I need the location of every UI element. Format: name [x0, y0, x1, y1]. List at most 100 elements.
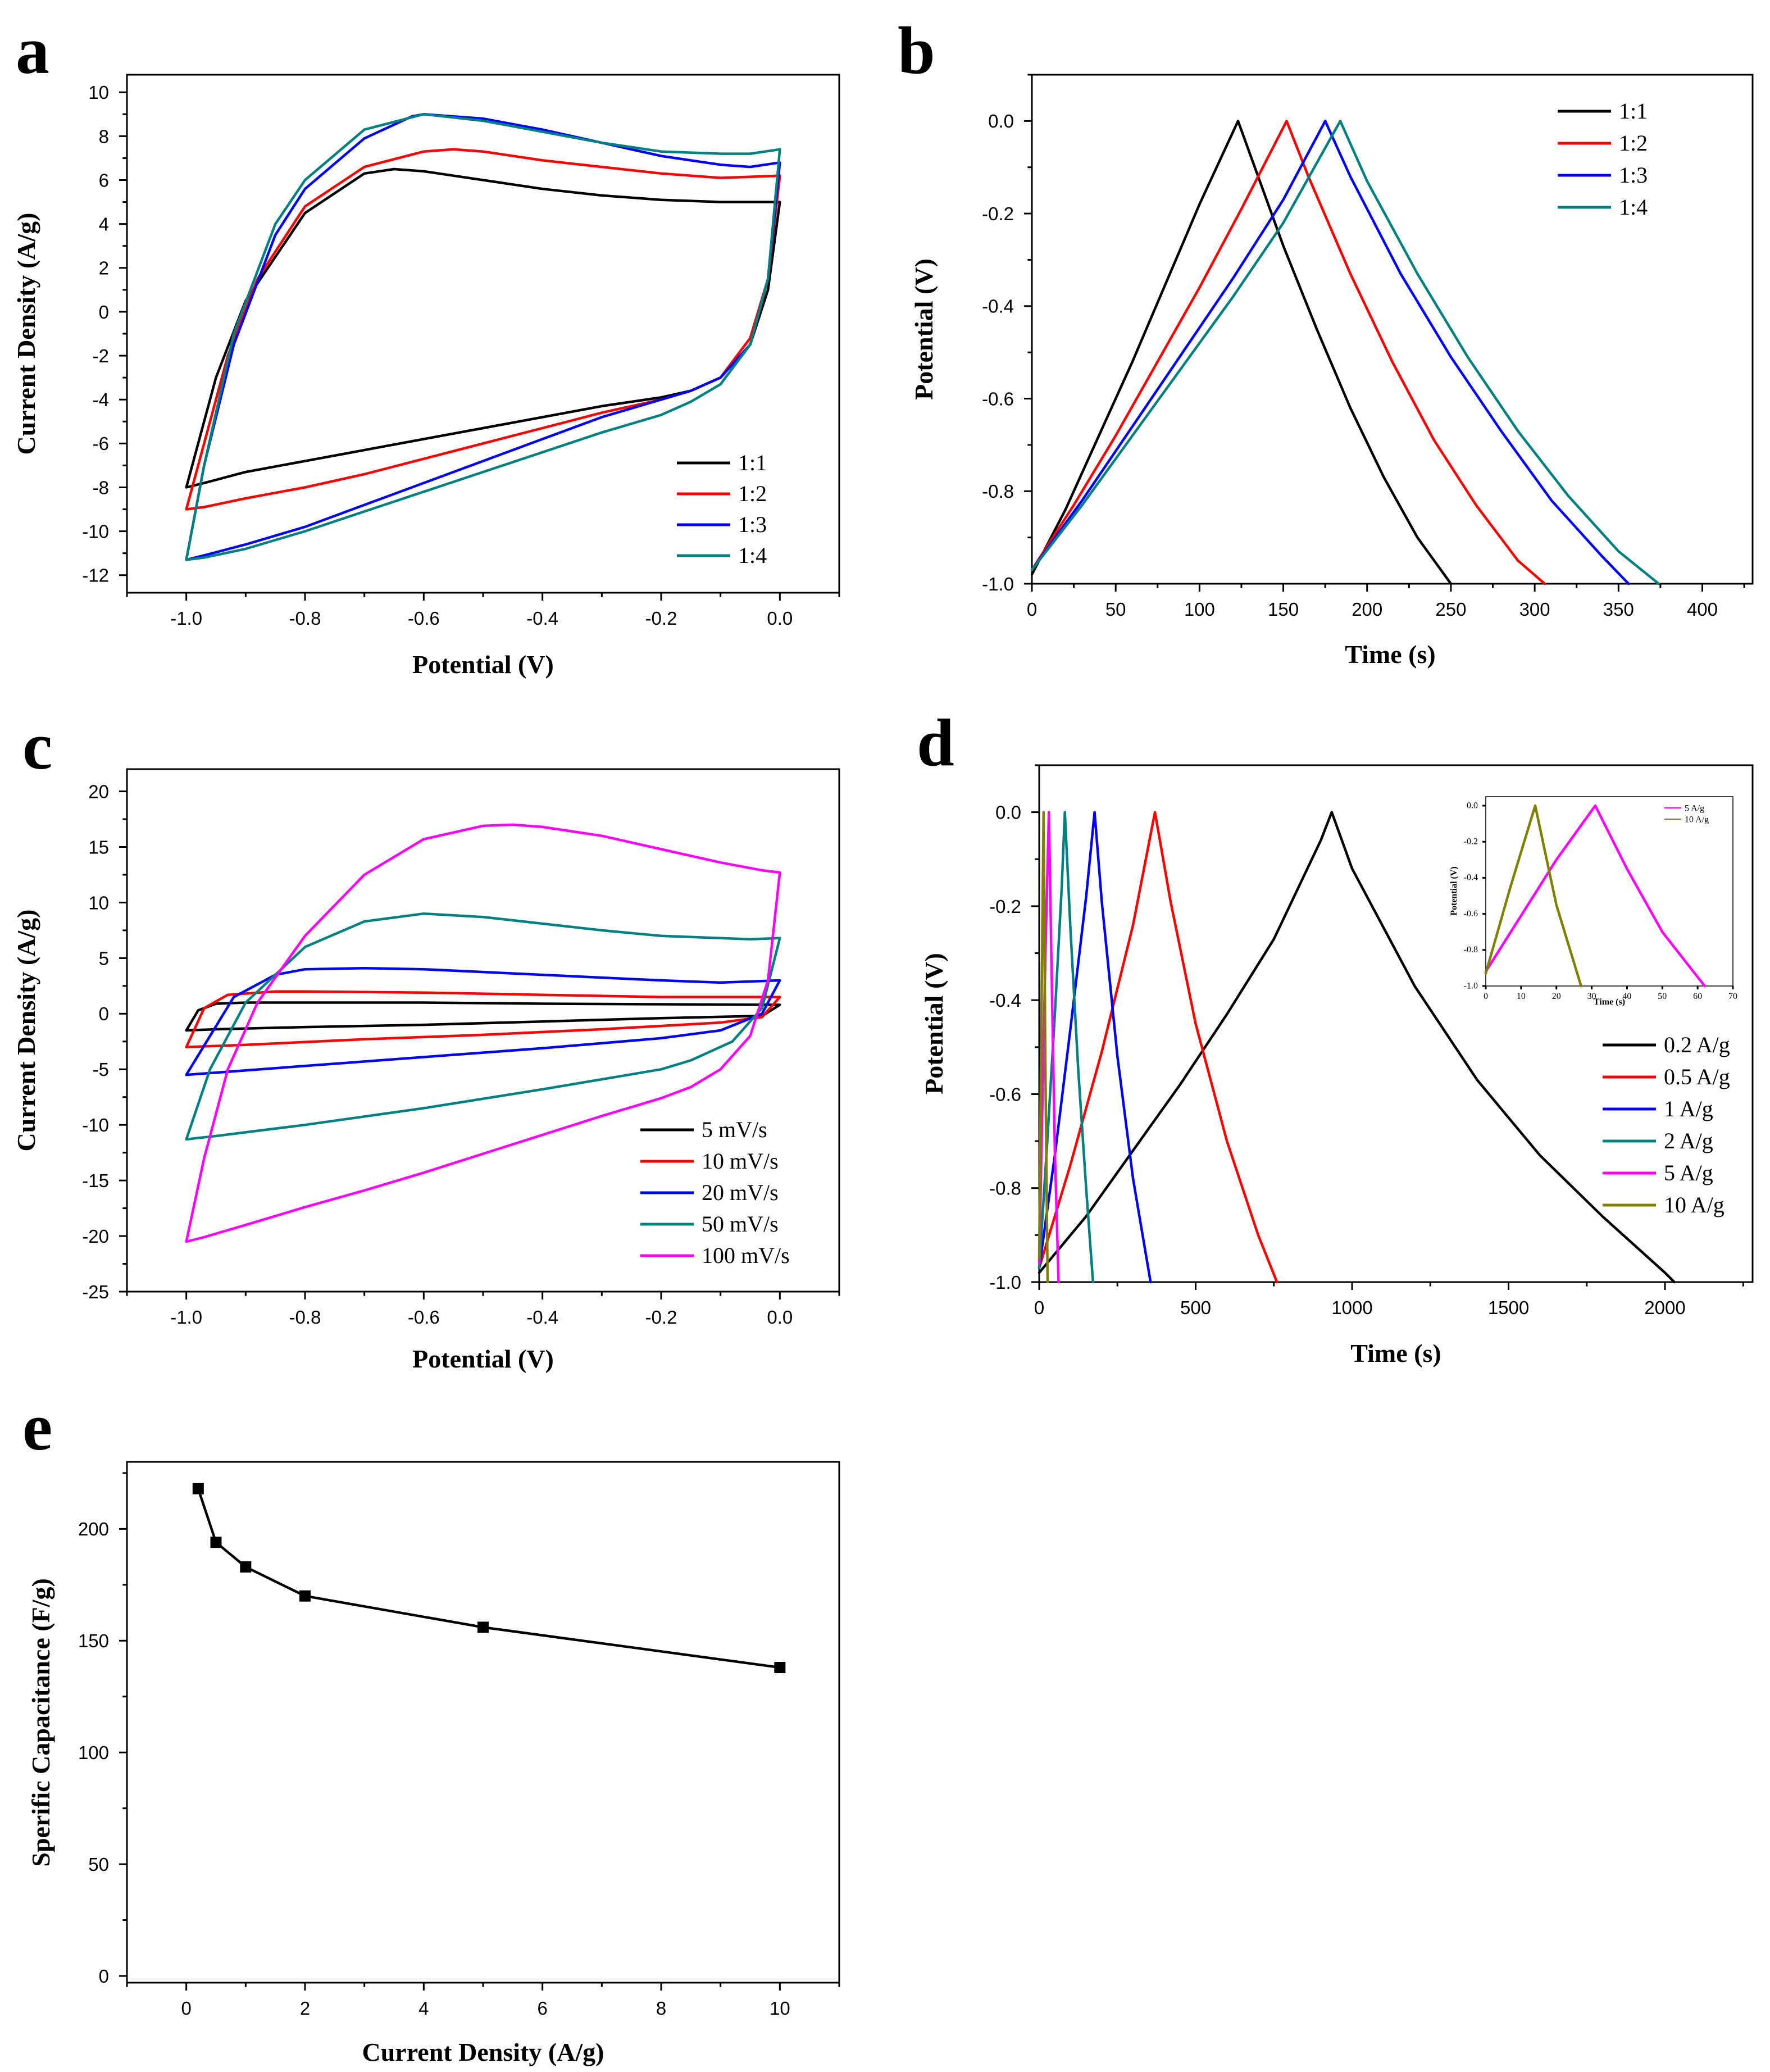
- b-legend-label-1-2: 1:2: [1619, 130, 1648, 156]
- e-y-tick-label: 200: [78, 1519, 109, 1539]
- a-x-tick-label: -0.6: [408, 608, 440, 629]
- a-x-tick-label: -1.0: [170, 608, 202, 629]
- panel-a: -1.0 -0.8 -0.6 -0.4 -0.2 0.0 10 8 6 4 2 0 -2 -4 -6 -8 -1…: [12, 74, 840, 679]
- e-data-marker: [477, 1621, 489, 1633]
- e-x-tick-label: 2: [300, 1998, 310, 2019]
- panel-b-series-layer: [1030, 120, 1660, 585]
- e-y-tick-label: 0: [99, 1966, 109, 1987]
- d-inset-y-tick-label: -1.0: [1464, 981, 1478, 990]
- panel-a-series-layer: [185, 113, 781, 561]
- panel-c-x-axis-title: Potential (V): [412, 1344, 554, 1373]
- d-inset-legend-label-10-a-g: 10 A/g: [1685, 815, 1709, 824]
- c-series-100-mv-s: [185, 823, 781, 1243]
- c-legend-label-10-mv-s: 10 mV/s: [702, 1148, 779, 1174]
- d-inset-x-tick-label: 20: [1552, 992, 1561, 1001]
- c-y-tick-label: 10: [88, 892, 109, 913]
- d-legend-label-0-2-a-g: 0.2 A/g: [1664, 1032, 1730, 1057]
- e-data-marker: [240, 1561, 252, 1573]
- panel-d-inset-frame: [1485, 796, 1733, 987]
- panel-a-legend: 1:1 1:2 1:3 1:4: [677, 450, 767, 568]
- e-x-tick-label: 0: [181, 1998, 191, 2019]
- a-y-tick-label: -10: [82, 521, 109, 542]
- b-y-tick-label: -0.8: [982, 481, 1014, 502]
- d-y-tick-label: -0.6: [989, 1084, 1021, 1105]
- a-y-tick-label: 6: [99, 170, 109, 190]
- panel-e-letter: e: [22, 1389, 52, 1464]
- b-series-1-3: [1030, 120, 1630, 585]
- d-x-tick-label: 1000: [1331, 1297, 1372, 1318]
- panel-c: -1.0 -0.8 -0.6 -0.4 -0.2 0.0 20 15 10 5 0 -5 -10 -15 -…: [12, 768, 840, 1373]
- b-y-tick-label: -1.0: [982, 574, 1014, 594]
- c-x-tick-label: -0.2: [645, 1307, 677, 1328]
- e-y-tick-label: 100: [78, 1742, 109, 1763]
- d-inset-x-tick-label: 10: [1517, 992, 1526, 1001]
- d-x-tick-label: 500: [1180, 1297, 1211, 1318]
- c-x-tick-label: -0.8: [289, 1307, 321, 1328]
- b-series-1-2: [1030, 120, 1546, 585]
- panel-c-ticks: -1.0 -0.8 -0.6 -0.4 -0.2 0.0 20 15 10 5 0 -5 -10 -15 -…: [82, 781, 840, 1328]
- d-inset-x-tick-label: 30: [1587, 992, 1596, 1001]
- c-x-tick-label: -0.6: [408, 1307, 440, 1328]
- b-x-tick-label: 250: [1435, 599, 1466, 620]
- a-y-tick-label: -8: [93, 477, 109, 498]
- a-series-1-1: [185, 167, 781, 489]
- panel-a-letter: a: [16, 13, 49, 88]
- b-y-tick-label: -0.6: [982, 388, 1014, 409]
- b-legend-label-1-3: 1:3: [1619, 162, 1648, 188]
- c-x-tick-label: -1.0: [170, 1307, 202, 1328]
- e-data-marker: [774, 1662, 786, 1674]
- c-legend-label-20-mv-s: 20 mV/s: [702, 1180, 779, 1205]
- panel-d-inset-y-axis-title: Potential (V): [1449, 866, 1459, 916]
- d-series-5-a-g: [1038, 811, 1060, 1284]
- panel-d-x-axis-title: Time (s): [1350, 1339, 1441, 1367]
- a-y-tick-label: 8: [99, 126, 109, 147]
- d-inset-x-tick-label: 0: [1484, 992, 1488, 1001]
- e-y-tick-label: 150: [78, 1630, 109, 1651]
- e-data-marker: [192, 1483, 204, 1494]
- a-y-tick-label: 10: [88, 82, 109, 103]
- c-y-tick-label: -20: [82, 1226, 109, 1247]
- d-inset-y-tick-label: 0.0: [1467, 801, 1478, 810]
- c-x-tick-label: -0.4: [526, 1307, 558, 1328]
- panel-b-y-axis-title: Potential (V): [909, 258, 938, 400]
- d-legend-label-10-a-g: 10 A/g: [1664, 1192, 1725, 1217]
- panel-a-ticks: -1.0 -0.8 -0.6 -0.4 -0.2 0.0 10 8 6 4 2 0 -2 -4 -6 -8 -1…: [82, 82, 840, 629]
- d-inset-x-tick-label: 70: [1728, 992, 1737, 1001]
- d-series-10-a-g: [1038, 811, 1049, 1284]
- b-legend-label-1-1: 1:1: [1619, 98, 1648, 124]
- d-inset-series-5-a-g: [1484, 804, 1706, 988]
- d-series-0-5-a-g: [1038, 811, 1278, 1284]
- d-inset-legend-label-5-a-g: 5 A/g: [1685, 803, 1704, 813]
- panel-d-inset: 0 10 20 30 40 50 60 70 0.0 -0.2 -0.4 -0.6 -0.8 -1.0 T…: [1449, 783, 1741, 1008]
- d-inset-x-tick-label: 60: [1693, 992, 1702, 1001]
- panel-e-y-axis-title: Sperific Capacitance (F/g): [26, 1578, 55, 1867]
- e-data-marker: [299, 1590, 311, 1602]
- panel-d-inset-ticks: 0 10 20 30 40 50 60 70 0.0 -0.2 -0.4 -0.6 -0.8 -1.0: [1464, 801, 1737, 1001]
- e-x-tick-label: 6: [537, 1998, 547, 2019]
- d-inset-y-tick-label: -0.6: [1464, 909, 1478, 919]
- d-inset-y-tick-label: -0.8: [1464, 945, 1478, 955]
- e-x-tick-label: 10: [770, 1998, 790, 2019]
- a-y-tick-label: 0: [99, 302, 109, 322]
- b-y-tick-label: 0.0: [988, 111, 1014, 131]
- c-y-tick-label: 0: [99, 1003, 109, 1024]
- a-legend-label-1-3: 1:3: [738, 512, 767, 537]
- a-legend-label-1-4: 1:4: [738, 543, 767, 568]
- panel-d-series-layer: [1038, 811, 1676, 1284]
- a-y-tick-label: -6: [93, 433, 109, 454]
- a-y-tick-label: -12: [82, 565, 109, 586]
- c-y-tick-label: -5: [93, 1059, 109, 1080]
- b-y-tick-label: -0.4: [982, 296, 1014, 317]
- a-x-tick-label: 0.0: [767, 608, 793, 629]
- a-legend-label-1-1: 1:1: [738, 450, 767, 475]
- b-x-tick-label: 200: [1352, 599, 1382, 620]
- panel-c-y-axis-title: Current Density (A/g): [12, 910, 40, 1152]
- panel-b-x-axis-title: Time (s): [1345, 640, 1435, 669]
- d-legend-label-0-5-a-g: 0.5 A/g: [1664, 1064, 1730, 1089]
- e-data-marker: [210, 1537, 222, 1548]
- c-y-tick-label: 20: [88, 781, 109, 802]
- d-y-tick-label: -1.0: [989, 1272, 1021, 1293]
